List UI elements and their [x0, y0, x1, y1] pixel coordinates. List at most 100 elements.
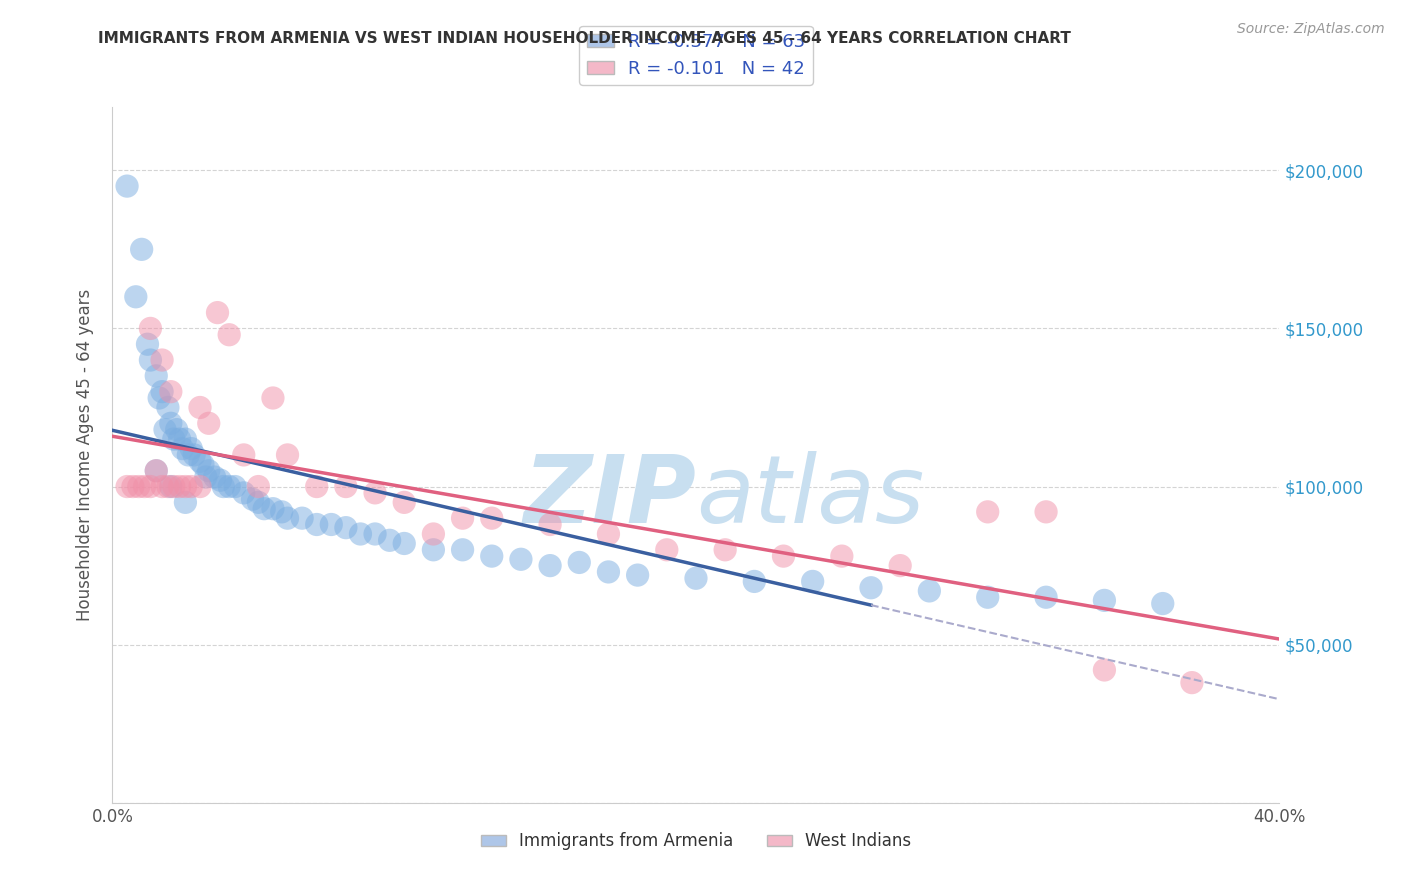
Legend: Immigrants from Armenia, West Indians: Immigrants from Armenia, West Indians [474, 826, 918, 857]
Text: IMMIGRANTS FROM ARMENIA VS WEST INDIAN HOUSEHOLDER INCOME AGES 45 - 64 YEARS COR: IMMIGRANTS FROM ARMENIA VS WEST INDIAN H… [98, 31, 1071, 46]
Point [197, 464, 219, 478]
Point [1094, 663, 1116, 677]
Point [218, 327, 240, 342]
Point [125, 290, 148, 304]
Point [232, 448, 254, 462]
Point [305, 479, 328, 493]
Point [714, 542, 737, 557]
Point [134, 479, 156, 493]
Point [156, 401, 179, 415]
Point [163, 432, 186, 446]
Point [394, 495, 416, 509]
Point [598, 565, 620, 579]
Point [685, 571, 707, 585]
Point [772, 549, 794, 563]
Point [194, 470, 217, 484]
Point [150, 353, 173, 368]
Point [174, 479, 197, 493]
Point [188, 479, 211, 493]
Point [598, 527, 620, 541]
Point [335, 479, 357, 493]
Point [139, 353, 162, 368]
Point [180, 479, 202, 493]
Point [172, 442, 194, 456]
Point [115, 479, 138, 493]
Point [422, 527, 444, 541]
Point [145, 464, 167, 478]
Point [150, 479, 173, 493]
Point [422, 542, 444, 557]
Point [305, 517, 328, 532]
Point [889, 558, 911, 573]
Point [801, 574, 824, 589]
Point [394, 536, 416, 550]
Point [481, 511, 503, 525]
Point [242, 492, 264, 507]
Point [191, 458, 214, 472]
Point [349, 527, 371, 541]
Point [174, 495, 197, 509]
Point [128, 479, 150, 493]
Point [232, 486, 254, 500]
Point [145, 464, 167, 478]
Text: atlas: atlas [696, 451, 924, 542]
Point [148, 391, 170, 405]
Point [156, 479, 179, 493]
Point [378, 533, 401, 548]
Point [742, 574, 765, 589]
Point [568, 556, 591, 570]
Point [451, 542, 474, 557]
Y-axis label: Householder Income Ages 45 - 64 years: Householder Income Ages 45 - 64 years [76, 289, 94, 621]
Point [976, 505, 998, 519]
Point [831, 549, 853, 563]
Point [335, 521, 357, 535]
Point [247, 479, 270, 493]
Point [627, 568, 650, 582]
Point [1094, 593, 1116, 607]
Point [197, 417, 219, 431]
Point [188, 401, 211, 415]
Point [918, 583, 941, 598]
Point [291, 511, 314, 525]
Point [509, 552, 531, 566]
Point [115, 179, 138, 194]
Point [139, 479, 162, 493]
Point [538, 558, 561, 573]
Point [139, 321, 162, 335]
Point [860, 581, 883, 595]
Point [160, 384, 183, 399]
Point [481, 549, 503, 563]
Text: Source: ZipAtlas.com: Source: ZipAtlas.com [1237, 22, 1385, 37]
Point [538, 517, 561, 532]
Point [451, 511, 474, 525]
Point [204, 470, 226, 484]
Point [180, 442, 202, 456]
Point [150, 384, 173, 399]
Point [1035, 591, 1057, 605]
Text: ZIP: ZIP [523, 450, 696, 542]
Point [270, 505, 292, 519]
Point [364, 486, 387, 500]
Point [247, 495, 270, 509]
Point [218, 479, 240, 493]
Point [212, 479, 235, 493]
Point [276, 511, 298, 525]
Point [122, 479, 145, 493]
Point [976, 591, 998, 605]
Point [183, 448, 205, 462]
Point [145, 368, 167, 383]
Point [224, 479, 246, 493]
Point [160, 479, 183, 493]
Point [1035, 505, 1057, 519]
Point [136, 337, 159, 351]
Point [655, 542, 678, 557]
Point [160, 417, 183, 431]
Point [262, 391, 284, 405]
Point [262, 501, 284, 516]
Point [209, 473, 232, 487]
Point [169, 432, 191, 446]
Point [153, 423, 176, 437]
Point [166, 423, 188, 437]
Point [207, 305, 229, 319]
Point [276, 448, 298, 462]
